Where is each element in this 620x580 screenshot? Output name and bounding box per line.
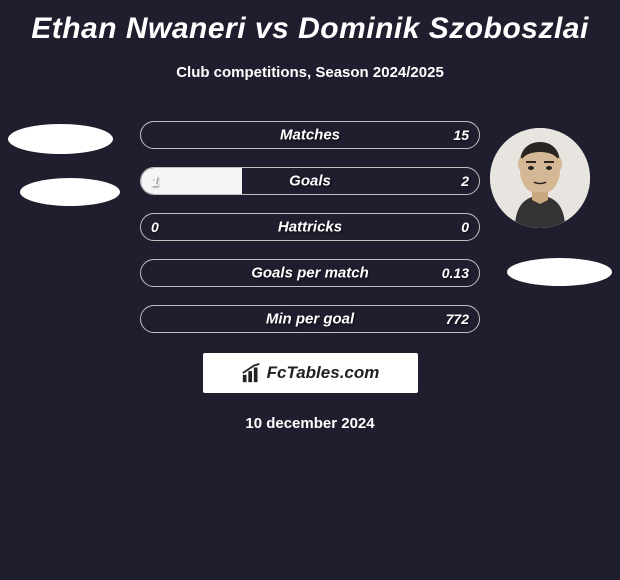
stat-row-goals-per-match: Goals per match 0.13 — [140, 259, 480, 287]
comparison-subtitle: Club competitions, Season 2024/2025 — [0, 64, 620, 81]
stat-right-value: 2 — [461, 173, 469, 189]
chart-icon — [241, 362, 263, 384]
stat-row-min-per-goal: Min per goal 772 — [140, 305, 480, 333]
comparison-title: Ethan Nwaneri vs Dominik Szoboszlai — [0, 0, 620, 46]
stat-right-value: 0.13 — [442, 265, 469, 281]
stat-left-value: 1 — [151, 173, 159, 189]
stat-right-value: 772 — [446, 311, 469, 327]
stat-right-value: 15 — [453, 127, 469, 143]
stat-right-value: 0 — [461, 219, 469, 235]
stat-label: Goals per match — [251, 265, 369, 282]
date-line: 10 december 2024 — [0, 415, 620, 432]
stat-row-matches: Matches 15 — [140, 121, 480, 149]
logo-text: FcTables.com — [267, 363, 380, 383]
fctables-logo: FcTables.com — [203, 353, 418, 393]
stat-label: Min per goal — [266, 311, 354, 328]
stat-label: Goals — [289, 173, 331, 190]
stat-label: Matches — [280, 127, 340, 144]
stat-label: Hattricks — [278, 219, 342, 236]
stat-row-goals: 1 Goals 2 — [140, 167, 480, 195]
stats-rows: Matches 15 1 Goals 2 0 Hattricks 0 Goals… — [0, 121, 620, 333]
stat-left-value: 0 — [151, 219, 159, 235]
stat-row-hattricks: 0 Hattricks 0 — [140, 213, 480, 241]
